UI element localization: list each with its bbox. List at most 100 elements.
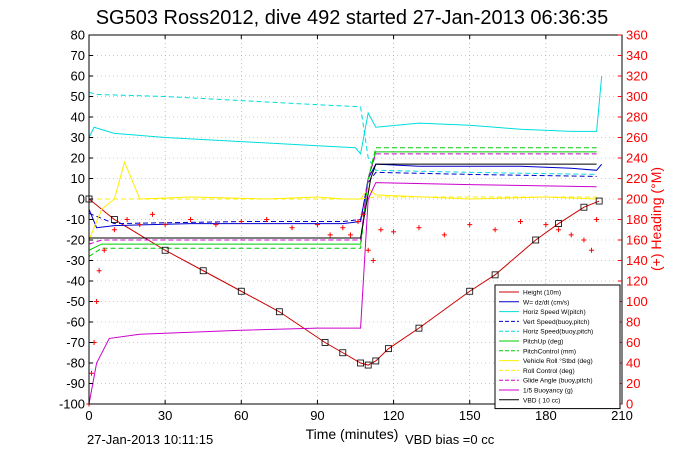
y2-tick-label: 300 [626,89,648,104]
x-tick-layer: 0 30 60 90 120 150 180 210 [85,35,633,423]
series-line-glide-angle-buoy-pitch [88,153,597,245]
legend-item: VBD ( 10 cc) [499,397,560,404]
series-marker-height-10m [199,267,207,275]
y2-tick-label: 120 [626,274,648,289]
y2-axis-label: (+) Heading (°M) [648,167,664,271]
heading-point [347,232,353,238]
legend-label: Vehicle Roll °Stbd (deg) [523,357,593,365]
y-tick-label: -50 [66,294,85,309]
y-tick-layer: -100-90-80-70-60-50-40-30-20-10010203040… [59,28,93,412]
heading-point [111,227,117,233]
series-marker-height-10m [532,236,540,244]
series-marker-height-10m [161,246,169,254]
series-marker-height-10m [415,324,423,332]
heading-point [589,247,595,253]
y-tick-label: -30 [66,253,85,268]
x-axis-label: Time (minutes) [306,426,399,442]
y2-tick-label: 360 [626,28,648,43]
legend-label: Glide Angle (buoy,pitch) [523,378,593,385]
series-line-horiz-speed-buoy-pitch [88,91,597,175]
series-line-1-5-buoyancy-g [88,182,597,405]
y2-tick-label: 20 [626,376,640,391]
y2-tick-label: 260 [626,130,648,145]
heading-point [264,217,270,222]
heading-point [101,247,107,253]
heading-point [594,217,600,222]
y2-tick-label: 340 [626,48,648,63]
series-line-w-dz-dt-cm-s [88,163,603,229]
heading-point [391,229,397,235]
y-tick-label: -60 [66,315,85,330]
heading-point [327,232,333,238]
x-tick-label: 120 [383,408,405,423]
legend-label: W= dz/dt (cm/s) [523,299,569,306]
legend-label: Roll Control (deg) [523,368,575,375]
y2-tick-label: 60 [626,335,640,350]
y2-tick-label: 240 [626,151,648,166]
series-marker-height-10m [466,287,474,295]
x-tick-label: 210 [611,408,633,423]
legend-label: Horiz Speed(buoy,pitch) [523,329,593,336]
heading-point [355,219,361,225]
legend-item: Roll Control (deg) [499,368,575,375]
heading-point [441,232,447,238]
footer-timestamp: 27-Jan-2013 10:11:15 [87,432,213,447]
legend-label: 1/5 Buoyancy (g) [523,388,573,395]
legend-box [494,284,621,410]
y-tick-label: -90 [66,376,85,391]
heading-point [96,268,102,274]
y-tick-label: -80 [66,356,85,371]
heading-point [365,247,371,253]
heading-point [360,211,366,217]
heading-point [314,222,320,228]
x-tick-label: 180 [535,408,557,423]
heading-point [289,225,295,231]
y2-tick-label: 0 [626,397,633,412]
heading-point [543,222,549,228]
series-marker-height-10m [321,339,329,346]
legend-label: VBD ( 10 cc) [523,397,560,404]
y-tick-label: 20 [71,151,85,166]
x-tick-label: 30 [158,408,172,423]
x-tick-label: 90 [310,408,324,423]
y-tick-label: 50 [71,89,85,104]
heading-point [370,258,376,263]
series-marker-height-10m [385,345,392,353]
legend-item: PitchUp (deg) [499,339,563,346]
heading-point [492,227,498,233]
legend-item: Height (10m) [499,290,561,297]
vbd-bias-label: VBD bias =0 cc [405,432,495,447]
y2-tick-label: 280 [626,110,648,125]
y2-tick-label: 320 [626,69,648,84]
heading-point [188,217,194,222]
heading-point [378,227,384,233]
legend-item: W= dz/dt (cm/s) [499,299,569,306]
y-tick-label: -10 [66,212,85,227]
legend-label: Vert Speed(buoy,pitch) [523,319,590,326]
heading-point [213,222,219,228]
y-tick-label: 70 [71,48,85,63]
y2-tick-label: 80 [626,315,640,330]
heading-point [340,225,346,231]
heading-layer [86,211,600,407]
series-line-horiz-speed-w-pitch [88,75,603,156]
y-tick-label: 60 [71,69,85,84]
heading-point [517,219,523,225]
legend-item: Horiz Speed W(pitch) [499,309,586,316]
y2-tick-label: 220 [626,171,648,186]
y-tick-label: -20 [66,233,85,248]
series-line-vbd-10-cc [89,163,597,239]
series-marker-height-10m [275,308,283,316]
legend-label: Horiz Speed W(pitch) [523,309,586,316]
series-marker-height-10m [110,216,118,223]
heading-point [162,222,168,228]
y-tick-label: -40 [66,274,85,289]
series-marker-height-10m [339,349,347,357]
heading-point [581,237,587,243]
x-tick-label: 150 [459,408,481,423]
heading-point [137,222,143,228]
heading-point [467,222,473,228]
y-tick-label: 40 [71,110,85,125]
